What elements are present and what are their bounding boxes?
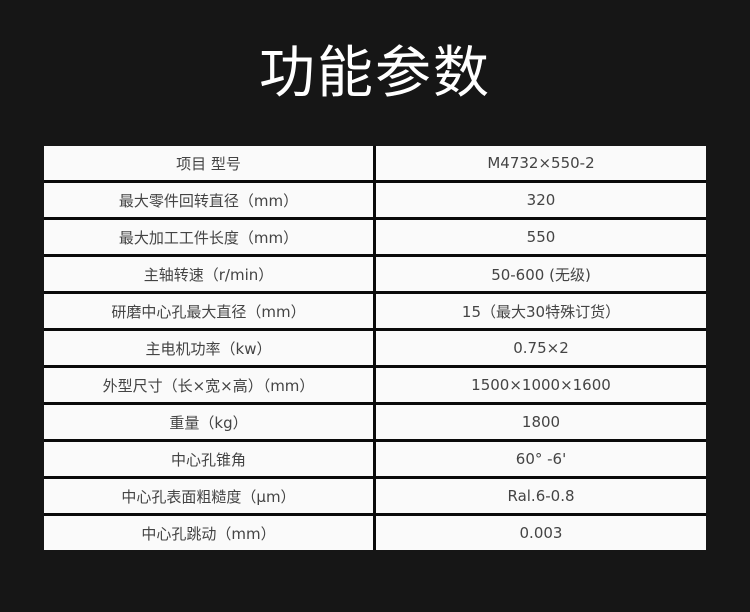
- spec-label-cell: 中心孔跳动（mm）: [44, 516, 373, 550]
- spec-value-cell: 1500×1000×1600: [376, 368, 706, 402]
- spec-table: 项目 型号 M4732×550-2 最大零件回转直径（mm） 320 最大加工工件长度（…: [44, 146, 706, 550]
- spec-label-cell: 重量（kg）: [44, 405, 373, 439]
- spec-value-cell: 60° -6': [376, 442, 706, 476]
- spec-value-cell: 15（最大30特殊订货）: [376, 294, 706, 328]
- spec-label-cell: 研磨中心孔最大直径（mm）: [44, 294, 373, 328]
- spec-label-cell: 项目 型号: [44, 146, 373, 180]
- spec-label-cell: 中心孔锥角: [44, 442, 373, 476]
- spec-value-cell: 320: [376, 183, 706, 217]
- spec-value-cell: 1800: [376, 405, 706, 439]
- spec-label-cell: 外型尺寸（长×宽×高）（mm）: [44, 368, 373, 402]
- spec-label-cell: 主轴转速（r/min）: [44, 257, 373, 291]
- spec-value-cell: Ral.6-0.8: [376, 479, 706, 513]
- spec-label-cell: 最大零件回转直径（mm）: [44, 183, 373, 217]
- spec-label-cell: 中心孔表面粗糙度（μm）: [44, 479, 373, 513]
- spec-value-cell: M4732×550-2: [376, 146, 706, 180]
- spec-value-cell: 0.75×2: [376, 331, 706, 365]
- page-title: 功能参数: [259, 41, 491, 106]
- spec-value-cell: 550: [376, 220, 706, 254]
- spec-value-cell: 50-600 (无级): [376, 257, 706, 291]
- spec-label-cell: 最大加工工件长度（mm）: [44, 220, 373, 254]
- spec-label-cell: 主电机功率（kw）: [44, 331, 373, 365]
- spec-value-cell: 0.003: [376, 516, 706, 550]
